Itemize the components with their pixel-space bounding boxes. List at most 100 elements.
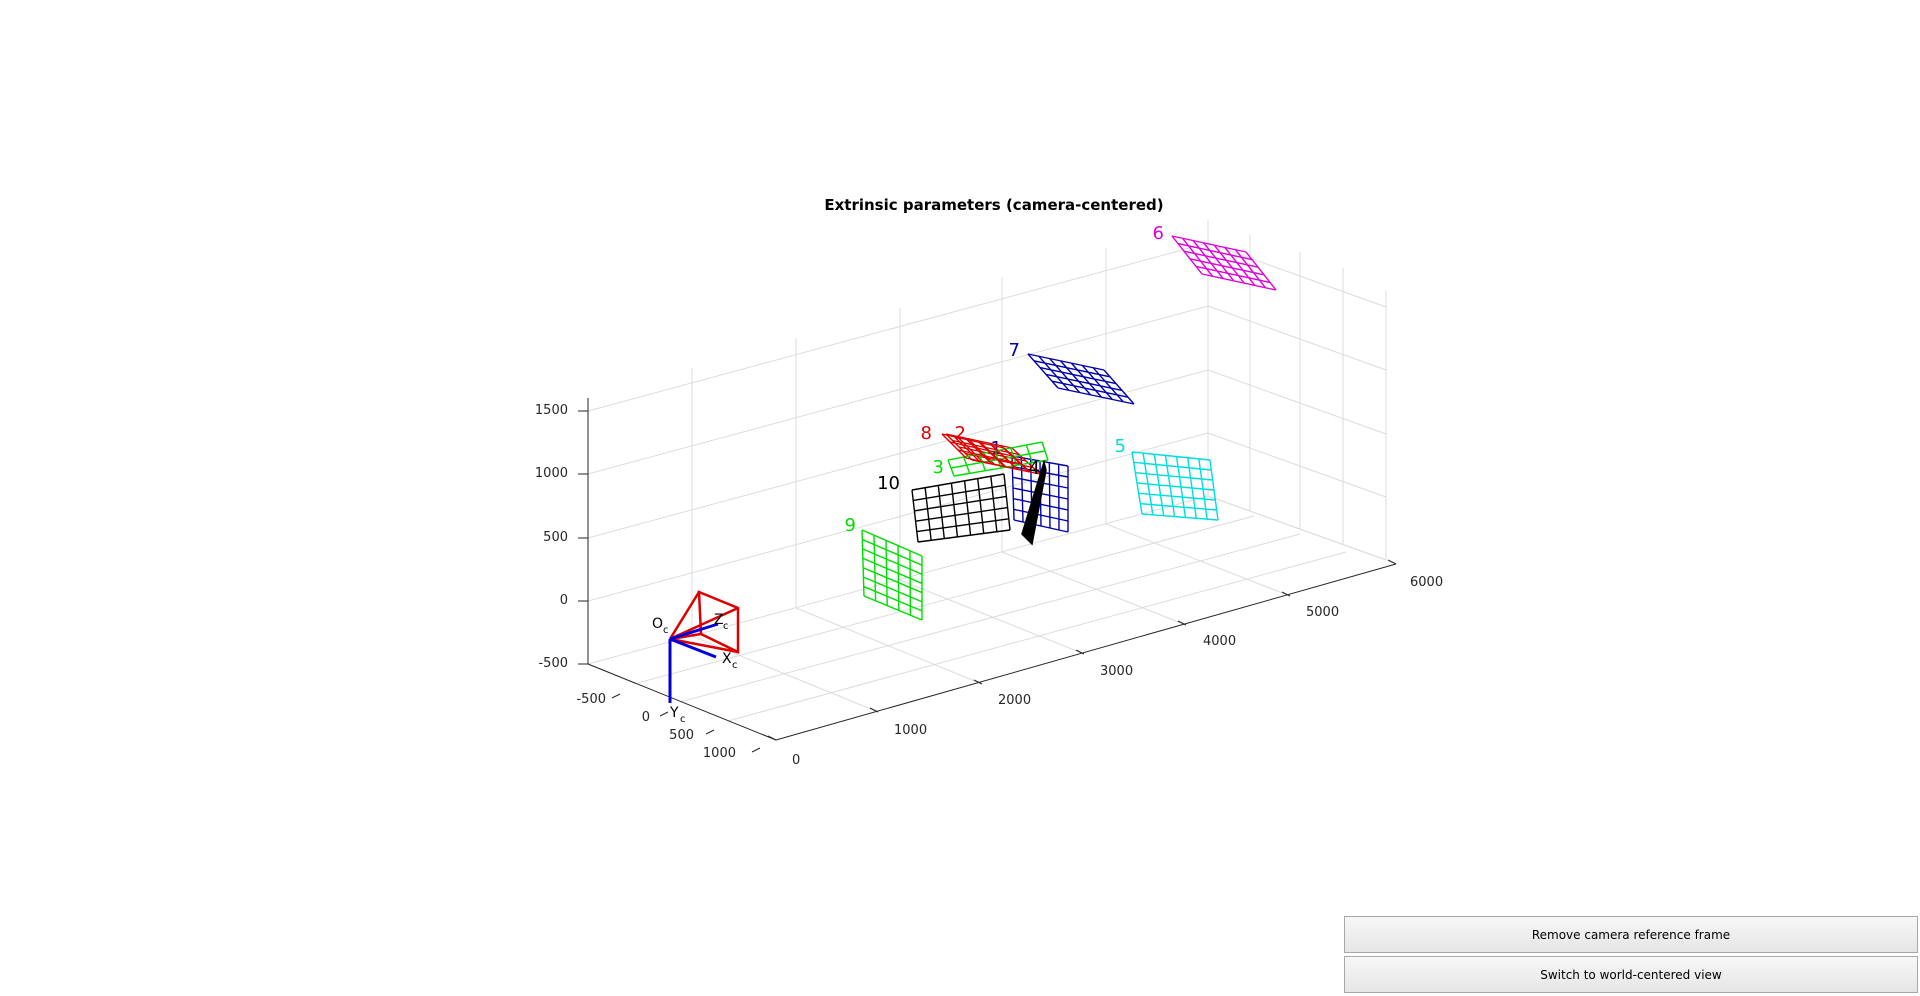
plane-grid-line (1201, 273, 1277, 291)
y-tick-label: 2000 (998, 693, 1031, 708)
camera-y-label: Y (669, 705, 679, 721)
z-tick-label: 0 (560, 593, 568, 608)
x-tick-label: 500 (669, 728, 694, 743)
y-tick-label: 4000 (1203, 634, 1236, 649)
plane-label: 7 (1009, 340, 1020, 361)
plane-grid-line (1051, 380, 1129, 398)
plane-grid-line (863, 595, 923, 621)
plane-grid-line (1192, 240, 1224, 280)
plane-grid-line (1140, 502, 1217, 511)
plane-label: 8 (921, 423, 932, 444)
plane-grid-line (1041, 441, 1049, 461)
plane-grid-line (862, 557, 923, 585)
remove-camera-frame-button[interactable]: Remove camera reference frame (1344, 916, 1918, 953)
plane-grid-line (863, 585, 923, 612)
plane-grid-line (1060, 360, 1092, 396)
plane-grid-line (1209, 459, 1219, 521)
calibration-plane-5: 5 (1115, 436, 1219, 521)
plane-grid-line (966, 439, 993, 465)
plane-grid-line (862, 548, 923, 575)
plane-grid-line (1025, 444, 1033, 463)
plane-grid-line (873, 535, 877, 601)
plane-grid-line (1195, 265, 1271, 284)
y-tick-label: 6000 (1410, 575, 1443, 590)
plane-label: 3 (933, 457, 944, 478)
plane-grid-line (977, 478, 985, 534)
plane-grid-line (911, 473, 1005, 491)
plane-grid-line (978, 440, 1007, 468)
camera-frustum (668, 590, 740, 654)
plane-grid-line (950, 483, 959, 537)
y-axis-line (775, 563, 1397, 741)
x-tick-label: -500 (576, 692, 606, 707)
camera-origin-sub: c (663, 625, 669, 636)
plane-label: 9 (845, 515, 856, 536)
plane-grid-line (911, 489, 919, 543)
plane-grid-line (1103, 369, 1135, 405)
axes (578, 398, 1397, 753)
z-tick-label: 1500 (535, 403, 568, 418)
plane-grid-line (915, 506, 1008, 522)
planes-layer: 12345678910 (845, 223, 1277, 621)
switch-world-view-button[interactable]: Switch to world-centered view (1344, 956, 1918, 993)
y-tick-label: 0 (792, 753, 800, 768)
plane-grid-line (1203, 242, 1235, 282)
plane-grid-line (1171, 235, 1203, 275)
plane-grid-line (1189, 258, 1265, 276)
plane-grid-line (1033, 360, 1111, 378)
plane-grid-line (965, 457, 1031, 473)
plane-grid-line (963, 480, 972, 536)
plane-grid-line (861, 529, 923, 557)
plane-grid-line (1131, 451, 1211, 461)
camera-axes (668, 622, 719, 703)
y-tick-label: 5000 (1306, 605, 1339, 620)
plane-mesh (1021, 459, 1047, 546)
plane-grid-line (1131, 451, 1143, 515)
z-tick-label: 1000 (535, 466, 568, 481)
plane-grid-line (949, 441, 1013, 457)
plane-grid-line (1081, 364, 1113, 400)
camera-origin-label: O (652, 616, 663, 632)
camera-z-sub: c (723, 621, 729, 632)
plane-grid-line (1070, 362, 1102, 398)
plane-grid-line (1049, 358, 1081, 394)
plane-grid-line (862, 538, 923, 566)
plane-grid-line (991, 444, 1018, 470)
plane-grid-line (937, 485, 945, 539)
plane-grid-line (990, 476, 998, 532)
plane-grid-line (957, 449, 1022, 465)
plane-grid-line (885, 540, 888, 606)
plane-grid-line (1048, 462, 1051, 529)
chart-title: Extrinsic parameters (camera-centered) (824, 196, 1163, 214)
plane-label: 5 (1115, 436, 1126, 457)
camera-x-label: X (722, 651, 732, 667)
plane-grid-line (1092, 367, 1124, 403)
plane-grid-line (1213, 244, 1245, 284)
plane-label: 10 (877, 473, 900, 494)
calibration-plane-8: 8 (921, 423, 1031, 473)
grid (587, 220, 1387, 741)
plane-grid-line (916, 518, 1009, 533)
plane-grid-line (1039, 366, 1117, 385)
plane-grid-line (1020, 457, 1024, 523)
plane-grid-line (914, 495, 1007, 512)
plane-grid-line (1153, 454, 1165, 516)
calibration-plane-9: 9 (845, 515, 923, 621)
plane-grid-line (1133, 461, 1212, 471)
plane-label: 4 (1029, 458, 1040, 479)
plane-grid-line (1164, 455, 1176, 517)
plane-grid-line (1027, 353, 1105, 371)
plane-grid-line (941, 433, 967, 459)
plane-grid-line (1245, 251, 1277, 291)
plane-grid-line (978, 441, 1005, 467)
plane-grid-line (1182, 237, 1214, 277)
plane-grid-line (1027, 353, 1059, 389)
plane-grid-line (1138, 492, 1216, 501)
plane-grid-line (1171, 235, 1247, 253)
plane-grid-line (917, 529, 1011, 543)
plane-grid-line (978, 453, 986, 471)
plane-grid-line (1003, 447, 1031, 473)
plane-grid-line (1224, 246, 1256, 286)
plane-grid-line (861, 529, 865, 597)
